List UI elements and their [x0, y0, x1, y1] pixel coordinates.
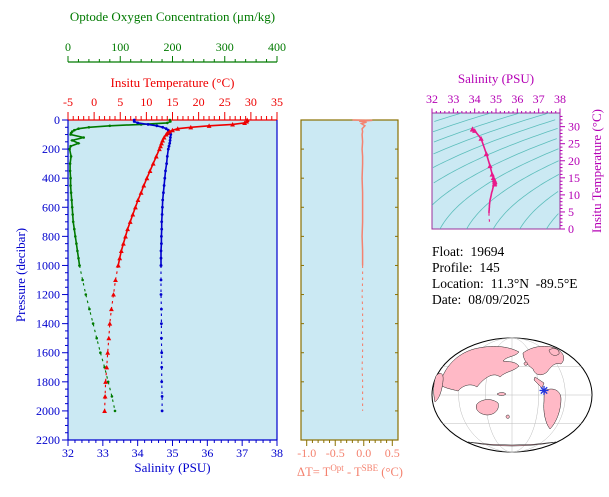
dt-title-mid: - T [343, 465, 362, 480]
info-row-date: Date: 08/09/2025 [432, 292, 578, 308]
float-info-block: Float: 19694 Profile: 145 Location: 11.3°N … [432, 244, 578, 308]
svg-text:35: 35 [490, 92, 502, 106]
svg-text:38: 38 [271, 446, 283, 460]
svg-text:30: 30 [568, 120, 580, 134]
svg-text:20: 20 [193, 95, 205, 109]
pressure-axis: 0 200 400 600 800 1000 1200 1400 1600 1800 2000 220… [36, 113, 68, 447]
svg-text:100: 100 [111, 40, 129, 54]
svg-text:15: 15 [167, 95, 179, 109]
ts-curve [469, 126, 498, 223]
svg-text:5: 5 [117, 95, 123, 109]
svg-text:800: 800 [42, 229, 60, 243]
main-profile-plot: 0 100 200 300 400-5 0 5 10 15 20 25 30 3502004006008… [36, 40, 286, 460]
svg-text:0.5: 0.5 [385, 446, 400, 460]
svg-text:25: 25 [568, 137, 580, 151]
ts-axes: 32 33 34 35 36 37 38 0 5 10 15 20 25 30 [426, 92, 580, 236]
svg-text:1000: 1000 [36, 258, 60, 272]
temperature-profile-curve [102, 117, 250, 413]
svg-text:0: 0 [65, 40, 71, 54]
svg-text:400: 400 [42, 171, 60, 185]
svg-text:10: 10 [568, 188, 580, 202]
svg-text:-0.5: -0.5 [326, 446, 345, 460]
svg-text:33: 33 [97, 446, 109, 460]
svg-text:36: 36 [201, 446, 213, 460]
info-label-location: Location: [432, 276, 484, 291]
salinity-axis: 32 33 34 35 36 37 38 [62, 440, 283, 460]
svg-text:38: 38 [554, 92, 566, 106]
svg-text:30: 30 [245, 95, 257, 109]
svg-text:37: 37 [236, 446, 248, 460]
world-map [431, 337, 593, 453]
svg-text:0.0: 0.0 [356, 446, 371, 460]
temperature-axis-title: Insitu Temperature (°C) [110, 75, 235, 90]
info-label-profile: Profile: [432, 260, 473, 275]
svg-text:0: 0 [91, 95, 97, 109]
svg-text:36: 36 [511, 92, 523, 106]
svg-text:-5: -5 [63, 95, 73, 109]
svg-text:10: 10 [140, 95, 152, 109]
map-graticule [432, 337, 592, 453]
svg-text:25: 25 [219, 95, 231, 109]
svg-text:32: 32 [62, 446, 74, 460]
float-location-marker [539, 385, 549, 395]
svg-text:2000: 2000 [36, 404, 60, 418]
svg-text:32: 32 [426, 92, 438, 106]
dt-title-sup-sbe: SBE [361, 463, 379, 473]
salinity-axis-title: Salinity (PSU) [134, 460, 211, 475]
svg-text:34: 34 [132, 446, 144, 460]
svg-text:400: 400 [268, 40, 286, 54]
info-label-float: Float: [432, 244, 464, 259]
info-value-location: 11.3°N -89.5°E [490, 276, 578, 291]
info-row-location: Location: 11.3°N -89.5°E [432, 276, 578, 292]
oxygen-axis: 0 100 200 300 400 [65, 40, 286, 63]
svg-text:0: 0 [54, 113, 60, 127]
svg-text:34: 34 [469, 92, 481, 106]
svg-text:1800: 1800 [36, 375, 60, 389]
delta-t-axis-title: ΔT= TOpt - TSBE (°C) [281, 461, 419, 479]
pressure-axis-title: Pressure (decibar) [13, 227, 28, 323]
svg-text:200: 200 [164, 40, 182, 54]
ts-salinity-axis-title: Salinity (PSU) [457, 71, 535, 86]
svg-text:300: 300 [216, 40, 234, 54]
svg-text:1600: 1600 [36, 346, 60, 360]
info-label-date: Date: [432, 292, 462, 307]
svg-text:35: 35 [271, 95, 283, 109]
svg-text:5: 5 [568, 205, 574, 219]
svg-text:2200: 2200 [36, 433, 60, 447]
svg-text:200: 200 [42, 142, 60, 156]
svg-text:37: 37 [533, 92, 545, 106]
svg-text:1400: 1400 [36, 317, 60, 331]
oxygen-profile-curve [68, 118, 172, 413]
info-row-float: Float: 19694 [432, 244, 578, 260]
svg-text:600: 600 [42, 200, 60, 214]
dt-title-suffix: (°C) [378, 465, 403, 480]
dt-title-sup-opt: Opt [330, 463, 344, 473]
info-row-profile: Profile: 145 [432, 260, 578, 276]
svg-text:1200: 1200 [36, 288, 60, 302]
info-value-profile: 145 [479, 260, 500, 275]
oxygen-axis-title: Optode Oxygen Concentration (μm/kg) [69, 9, 276, 24]
temperature-axis: -5 0 5 10 15 20 25 30 35 [63, 95, 283, 120]
svg-text:33: 33 [447, 92, 459, 106]
svg-text:-1.0: -1.0 [297, 446, 316, 460]
svg-text:0: 0 [568, 222, 574, 236]
map-land [433, 345, 565, 447]
ts-plot: 32 33 34 35 36 37 38 0 5 10 15 20 25 30 [426, 92, 580, 236]
delta-t-plot: -1.0 -0.5 0.0 0.5 [297, 119, 400, 460]
salinity-profile-curve [132, 118, 173, 413]
svg-text:20: 20 [568, 154, 580, 168]
svg-text:15: 15 [568, 171, 580, 185]
dt-title-prefix: ΔT= T [297, 465, 331, 480]
info-value-float: 19694 [470, 244, 505, 259]
info-value-date: 08/09/2025 [468, 292, 530, 307]
svg-text:35: 35 [167, 446, 179, 460]
delta-t-curve [352, 119, 373, 411]
ts-temperature-axis-title: Insitu Temperature (°C) [589, 109, 604, 233]
